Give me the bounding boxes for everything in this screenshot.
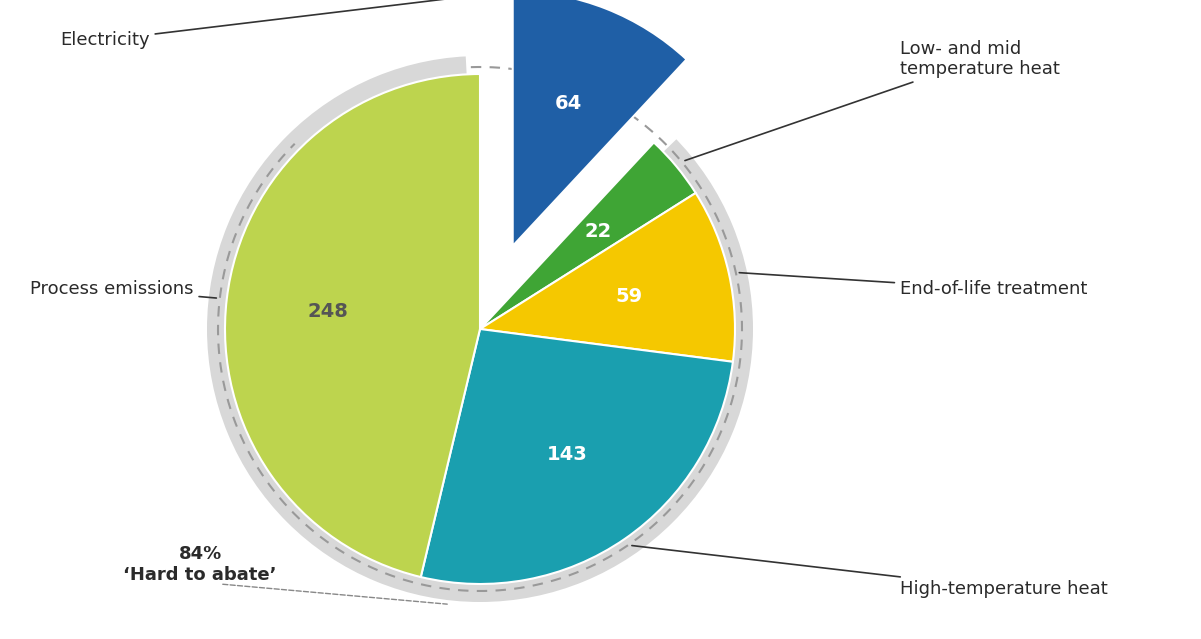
Text: 84%
‘Hard to abate’: 84% ‘Hard to abate’ [124,545,276,584]
Text: Electricity: Electricity [60,0,510,49]
Wedge shape [465,46,683,162]
Text: 22: 22 [584,222,611,241]
Text: High-temperature heat: High-temperature heat [632,546,1107,598]
Text: Process emissions: Process emissions [30,280,216,298]
Text: 248: 248 [307,302,348,321]
Wedge shape [480,193,735,362]
Text: 59: 59 [616,286,643,305]
Wedge shape [513,0,687,246]
Wedge shape [420,329,733,584]
Wedge shape [480,142,695,329]
Text: 143: 143 [546,445,587,465]
Text: 64: 64 [555,94,582,113]
Text: Low- and mid
temperature heat: Low- and mid temperature heat [685,40,1059,160]
Text: End-of-life treatment: End-of-life treatment [740,273,1087,298]
Wedge shape [207,56,753,602]
Wedge shape [225,74,480,577]
